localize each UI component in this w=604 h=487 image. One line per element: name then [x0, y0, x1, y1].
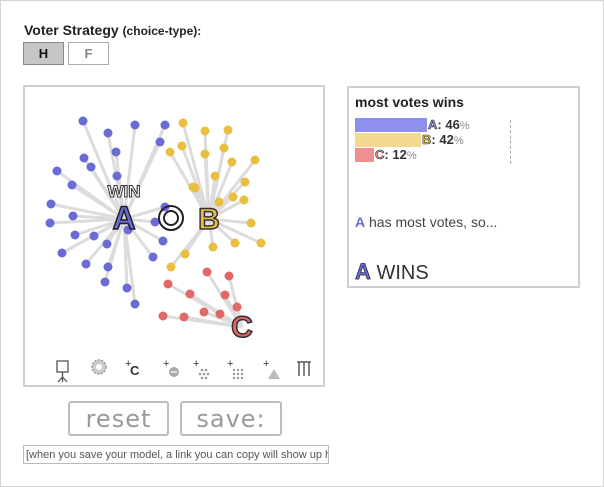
bar-c [355, 148, 374, 162]
voter-dot[interactable] [185, 289, 195, 299]
voter-dot[interactable] [179, 312, 189, 322]
voter-dot[interactable] [111, 147, 121, 157]
voter-dot[interactable] [239, 195, 249, 205]
voter-dot[interactable] [180, 249, 190, 259]
voter-dot[interactable] [200, 126, 210, 136]
voter-map[interactable]: WIN A B C + C + + + [25, 87, 323, 385]
add-triangle-icon[interactable]: + [263, 358, 280, 379]
strategy-h-button[interactable]: H [23, 42, 64, 65]
svg-text:+: + [125, 358, 131, 370]
most-votes-cand: A [355, 214, 366, 230]
voter-dot[interactable] [148, 252, 158, 262]
voter-dot[interactable] [45, 218, 55, 228]
add-candidate-icon[interactable]: + C [125, 358, 140, 378]
voter-dot[interactable] [79, 153, 89, 163]
voter-dot[interactable] [67, 180, 77, 190]
voter-dot[interactable] [68, 211, 78, 221]
voter-dot[interactable] [100, 277, 110, 287]
columns-icon[interactable] [297, 361, 311, 376]
candidate-b-marker[interactable]: B [197, 202, 220, 237]
bar-b [355, 133, 421, 147]
voter-dot[interactable] [158, 311, 168, 321]
voter-dot[interactable] [228, 192, 238, 202]
win-label: WIN [107, 182, 140, 201]
bar-c-label: C: 12% [375, 147, 417, 162]
voter-dot[interactable] [246, 218, 256, 228]
save-button[interactable]: save: [180, 401, 282, 436]
strategy-f-button[interactable]: F [68, 42, 109, 65]
voter-dot[interactable] [224, 271, 234, 281]
bar-a-label: A: 46% [428, 117, 470, 132]
voter-dot[interactable] [122, 283, 132, 293]
voter-dot[interactable] [250, 155, 260, 165]
voter-dot[interactable] [163, 279, 173, 289]
voter-dot[interactable] [155, 137, 165, 147]
save-link-field[interactable]: [when you save your model, a link you ca… [23, 445, 329, 464]
settings-gear-icon[interactable] [91, 359, 107, 375]
voter-dot[interactable] [70, 230, 80, 240]
voter-dot[interactable] [89, 231, 99, 241]
voter-dot[interactable] [103, 262, 113, 272]
candidate-a-marker[interactable]: A [112, 199, 137, 237]
svg-text:+: + [263, 358, 269, 370]
voter-dot[interactable] [210, 171, 220, 181]
voter-dot[interactable] [78, 116, 88, 126]
voter-dot[interactable] [52, 166, 62, 176]
voter-dot[interactable] [232, 302, 242, 312]
winner-cand: A [355, 259, 372, 285]
voter-dot[interactable] [112, 171, 122, 181]
voter-dot[interactable] [177, 141, 187, 151]
voter-dot[interactable] [214, 197, 224, 207]
bar-a [355, 118, 427, 132]
voter-dot[interactable] [202, 267, 212, 277]
voter-dot[interactable] [215, 309, 225, 319]
svg-text:+: + [163, 358, 169, 370]
voter-dot[interactable] [57, 248, 67, 258]
center-ring-icon[interactable] [158, 205, 184, 231]
voter-dot[interactable] [158, 236, 168, 246]
voter-dot[interactable] [160, 120, 170, 130]
add-candidate-icon-letter: C [130, 363, 140, 378]
voter-dot[interactable] [240, 177, 250, 187]
voter-dot[interactable] [199, 307, 209, 317]
voter-dot[interactable] [223, 125, 233, 135]
voter-dot[interactable] [123, 225, 133, 235]
majority-line [510, 120, 511, 164]
voter-dot[interactable] [150, 217, 160, 227]
voter-dot[interactable] [200, 149, 210, 159]
most-votes-text: A has most votes, so... [355, 214, 498, 230]
result-panel: most votes wins A: 46% B: 42% C: 12% A h… [347, 86, 580, 288]
strategy-subtitle: (choice-type): [122, 24, 202, 38]
candidate-c-marker[interactable]: C [230, 310, 253, 345]
svg-text:+: + [227, 358, 233, 370]
winner-text: A WINS [355, 259, 429, 285]
voter-dot[interactable] [188, 182, 198, 192]
voter-dot[interactable] [86, 162, 96, 172]
voter-dot[interactable] [219, 143, 229, 153]
voter-dot[interactable] [130, 120, 140, 130]
voter-dot[interactable] [230, 238, 240, 248]
add-voter-icon[interactable]: + [163, 358, 179, 377]
voter-dot[interactable] [103, 128, 113, 138]
reset-button[interactable]: reset [68, 401, 169, 436]
voter-dot[interactable] [220, 290, 230, 300]
simulation-canvas[interactable]: WIN A B C + C + + + [23, 85, 325, 387]
result-title: most votes wins [355, 94, 464, 110]
voter-dot[interactable] [130, 299, 140, 309]
voter-dot[interactable] [46, 199, 56, 209]
voter-dot[interactable] [208, 242, 218, 252]
add-voter-grid-icon[interactable]: + [227, 358, 244, 380]
bar-b-label: B: 42% [422, 132, 464, 147]
svg-text:+: + [193, 358, 199, 370]
voter-dot[interactable] [227, 157, 237, 167]
add-voter-group-icon[interactable]: + [193, 358, 210, 380]
voter-dot[interactable] [81, 259, 91, 269]
strategy-title: Voter Strategy (choice-type): [24, 22, 202, 38]
voter-dot[interactable] [165, 147, 175, 157]
voter-dot[interactable] [102, 239, 112, 249]
voter-dot[interactable] [166, 262, 176, 272]
voter-dot[interactable] [178, 118, 188, 128]
voter-dot[interactable] [256, 238, 266, 248]
plant-tool-icon[interactable] [56, 360, 69, 383]
